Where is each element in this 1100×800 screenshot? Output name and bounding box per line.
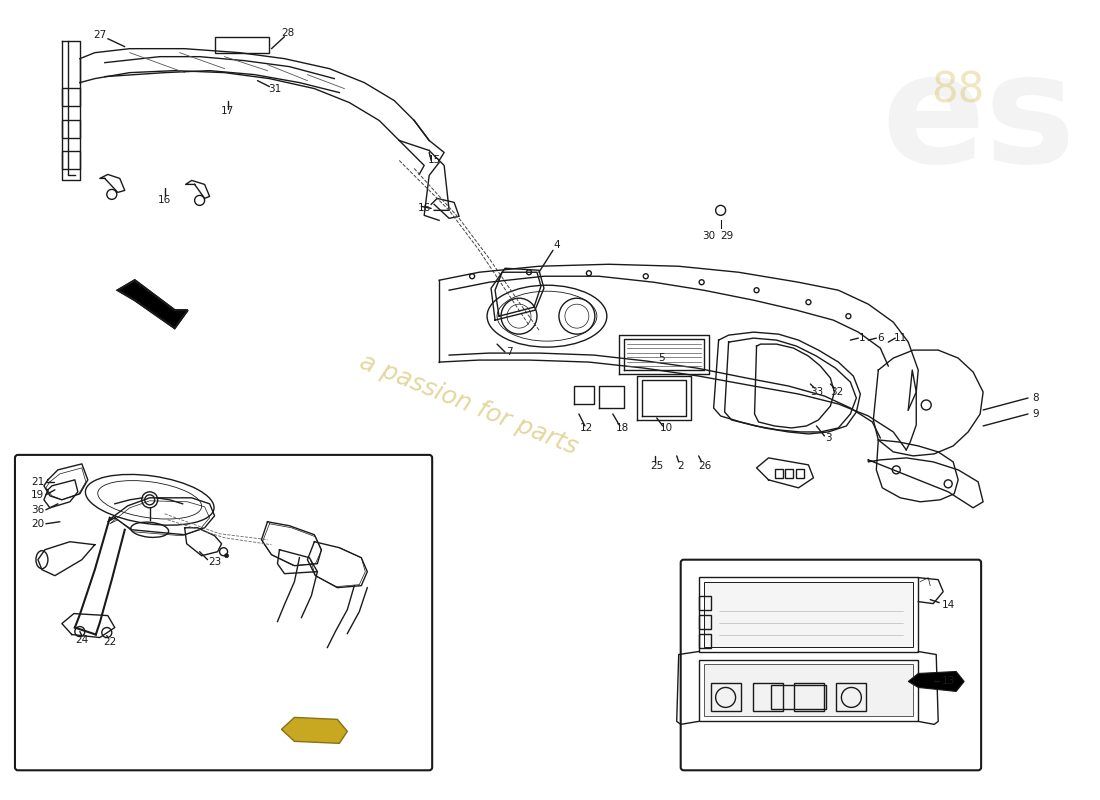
Text: 7: 7 (506, 347, 513, 357)
Bar (62, 87, 80, 106)
Polygon shape (118, 280, 188, 328)
Text: 15: 15 (428, 155, 441, 166)
Polygon shape (909, 671, 965, 691)
Text: 6: 6 (877, 333, 883, 343)
Bar (785, 469, 793, 478)
Bar (698, 659, 918, 722)
Bar (62, 151, 80, 170)
Text: 16: 16 (418, 203, 431, 214)
Bar (752, 683, 782, 711)
Bar (698, 577, 918, 651)
Text: 31: 31 (268, 83, 282, 94)
Text: 21: 21 (31, 477, 45, 487)
Text: 30: 30 (702, 231, 715, 242)
Bar (770, 686, 826, 710)
Text: 17: 17 (221, 106, 234, 115)
Bar (698, 614, 711, 629)
Bar (698, 596, 711, 610)
Text: 24: 24 (75, 634, 88, 645)
Bar (62, 119, 80, 138)
Text: 5: 5 (659, 353, 666, 363)
Text: 27: 27 (94, 30, 107, 40)
Text: a passion for parts: a passion for parts (356, 350, 582, 460)
Text: 14: 14 (942, 600, 955, 610)
Text: 19: 19 (31, 490, 45, 500)
Text: 29: 29 (720, 231, 734, 242)
Text: 36: 36 (31, 505, 45, 514)
Text: 33: 33 (810, 387, 823, 397)
Text: 22: 22 (103, 637, 117, 646)
Bar (711, 683, 740, 711)
Text: 18: 18 (616, 423, 629, 433)
Text: 4: 4 (553, 240, 560, 250)
FancyBboxPatch shape (681, 560, 981, 770)
Text: 11: 11 (893, 333, 906, 343)
Bar (214, 37, 270, 53)
Bar (796, 469, 804, 478)
Circle shape (224, 554, 229, 558)
Bar (794, 683, 824, 711)
Text: 3: 3 (825, 433, 832, 443)
Text: 8: 8 (1033, 393, 1039, 403)
Bar (704, 665, 913, 716)
Text: 2: 2 (678, 461, 684, 471)
Bar (704, 582, 913, 646)
Text: 28: 28 (280, 28, 294, 38)
Bar (774, 469, 782, 478)
Text: 23: 23 (208, 557, 221, 566)
Text: 32: 32 (829, 387, 843, 397)
Text: 10: 10 (660, 423, 673, 433)
FancyBboxPatch shape (15, 455, 432, 770)
Text: 88: 88 (932, 70, 984, 111)
Text: 16: 16 (158, 195, 172, 206)
Bar (698, 634, 711, 647)
Bar (836, 683, 867, 711)
Polygon shape (118, 280, 188, 328)
Text: 1: 1 (859, 333, 866, 343)
Text: 12: 12 (581, 423, 594, 433)
Text: 9: 9 (1033, 409, 1039, 419)
Text: 13: 13 (942, 677, 955, 686)
Text: 20: 20 (32, 518, 44, 529)
Text: 26: 26 (698, 461, 712, 471)
Text: 25: 25 (650, 461, 663, 471)
Polygon shape (282, 718, 348, 743)
Text: es: es (881, 46, 1076, 195)
